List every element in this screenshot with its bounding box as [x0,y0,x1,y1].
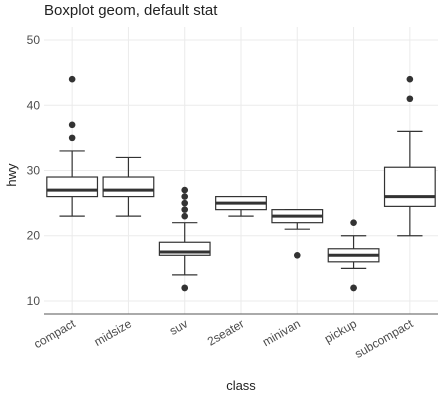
x-tick-label: suv [167,316,190,337]
box-minivan [271,209,324,259]
outlier-point [181,206,189,213]
box-midsize [102,156,155,217]
outlier-point [181,212,189,220]
y-tick-label: 40 [27,98,41,112]
outlier-point [406,95,414,103]
y-tick-label: 20 [27,229,41,243]
outlier-point [181,284,189,292]
box-subcompact [383,75,436,237]
iqr-box [46,176,99,198]
box-pickup [327,219,380,292]
iqr-box [383,166,436,207]
x-tick-label: minivan [260,316,303,349]
grid-lines [44,27,438,314]
outlier-point [406,75,414,83]
outlier-point [293,251,301,259]
x-tick-label: 2seater [205,316,247,348]
iqr-box [102,176,155,198]
outlier-point [350,284,357,292]
outlier-point [181,186,189,194]
y-tick-label: 10 [27,294,41,308]
y-axis-title: hwy [4,163,19,187]
box-suv [158,186,211,292]
chart-title: Boxplot geom, default stat [44,2,218,19]
x-tick-label: pickup [322,316,359,346]
y-tick-label: 50 [27,33,41,47]
outlier-point [181,199,189,207]
outlier-point [68,134,76,142]
x-tick-label: compact [31,316,78,351]
outlier-point [350,219,357,226]
x-tick-label: midsize [92,316,135,349]
outlier-point [68,121,76,129]
outlier-point [181,193,189,200]
box-compact [46,75,99,217]
y-tick-label: 30 [27,164,41,178]
x-axis-title: class [226,378,256,393]
boxes [46,75,436,292]
outlier-point [68,75,76,83]
x-tick-label: subcompact [352,316,416,361]
box-2seater [215,195,267,217]
